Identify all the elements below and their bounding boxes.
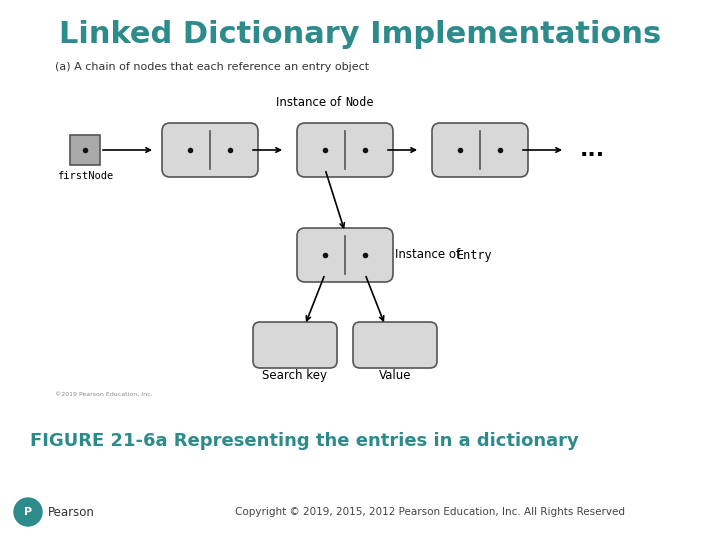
Text: Node: Node — [345, 96, 374, 109]
Text: Instance of: Instance of — [395, 248, 464, 261]
Text: (a) A chain of nodes that each reference an entry object: (a) A chain of nodes that each reference… — [55, 62, 369, 72]
Text: Instance of: Instance of — [276, 96, 345, 109]
Text: FIGURE 21-6a Representing the entries in a dictionary: FIGURE 21-6a Representing the entries in… — [30, 432, 579, 450]
FancyBboxPatch shape — [297, 123, 393, 177]
Text: ...: ... — [580, 140, 605, 160]
FancyBboxPatch shape — [432, 123, 528, 177]
Text: Value: Value — [379, 369, 411, 382]
Text: Entry: Entry — [457, 248, 492, 261]
Text: Copyright © 2019, 2015, 2012 Pearson Education, Inc. All Rights Reserved: Copyright © 2019, 2015, 2012 Pearson Edu… — [235, 507, 625, 517]
FancyBboxPatch shape — [162, 123, 258, 177]
Circle shape — [14, 498, 42, 526]
Text: P: P — [24, 507, 32, 517]
Text: firstNode: firstNode — [57, 171, 113, 181]
Text: ©2019 Pearson Education, Inc.: ©2019 Pearson Education, Inc. — [55, 392, 153, 397]
Bar — [70, 135, 100, 165]
Text: Pearson: Pearson — [48, 505, 95, 518]
Text: Linked Dictionary Implementations: Linked Dictionary Implementations — [59, 20, 661, 49]
Text: Search key: Search key — [263, 369, 328, 382]
FancyBboxPatch shape — [297, 228, 393, 282]
FancyBboxPatch shape — [253, 322, 337, 368]
FancyBboxPatch shape — [353, 322, 437, 368]
